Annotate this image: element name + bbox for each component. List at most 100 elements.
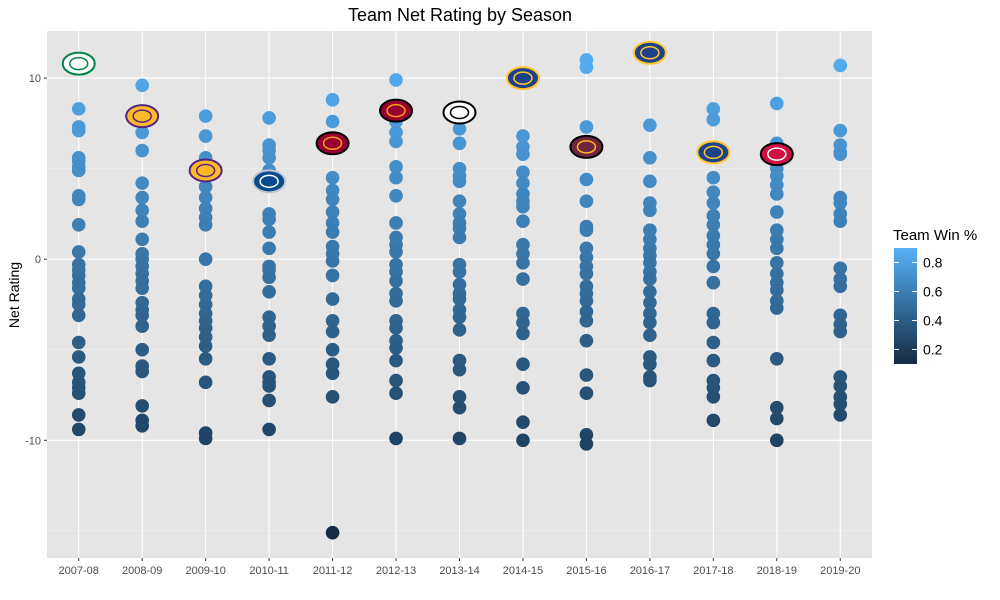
data-point (135, 232, 149, 247)
chart-title: Team Net Rating by Season (348, 5, 572, 25)
data-point (452, 230, 467, 245)
team-logo-gsw (632, 40, 667, 65)
x-tick-label: 2013-14 (439, 565, 479, 577)
data-point (516, 214, 530, 228)
x-tick-label: 2009-10 (185, 565, 225, 577)
data-point (579, 194, 594, 209)
x-tick-label: 2008-09 (122, 565, 162, 577)
data-point (325, 342, 340, 357)
data-point (643, 150, 657, 165)
data-point (71, 245, 86, 259)
y-axis-label: Net Rating (6, 262, 22, 328)
data-point (389, 170, 403, 185)
data-point (198, 129, 213, 143)
data-point (325, 324, 340, 339)
data-point (706, 112, 721, 127)
data-point (135, 125, 149, 140)
data-point (325, 525, 340, 540)
data-point (579, 294, 594, 308)
data-point (198, 252, 213, 266)
data-point (135, 319, 149, 333)
data-point (770, 351, 784, 366)
data-point (643, 328, 657, 343)
data-point (516, 147, 530, 161)
data-point (262, 284, 276, 299)
data-point (770, 256, 784, 270)
data-point (325, 268, 340, 283)
data-point (389, 134, 403, 149)
data-point (579, 266, 594, 281)
x-tick-label: 2014-15 (503, 565, 543, 577)
data-point (516, 433, 530, 448)
data-point (262, 212, 276, 227)
legend-tick-label: 0.2 (923, 342, 943, 358)
data-point (770, 301, 784, 315)
legend-tick-label: 0.8 (923, 255, 943, 271)
data-point (262, 393, 276, 408)
x-tick-label: 2011-12 (313, 565, 353, 577)
data-point (325, 225, 340, 239)
data-point (452, 174, 467, 189)
data-point (71, 350, 86, 364)
data-point (71, 217, 86, 232)
team-logos (61, 40, 794, 194)
data-point (833, 123, 848, 138)
data-point (71, 408, 86, 422)
data-point (198, 375, 213, 390)
legend-tick-label: 0.6 (923, 284, 943, 300)
data-point (579, 172, 594, 187)
color-legend: Team Win % 0.2 0.4 0.6 0.8 (893, 227, 977, 364)
data-point (643, 174, 657, 189)
data-point (198, 190, 213, 205)
data-point (262, 270, 276, 285)
x-tick-label: 2017-18 (693, 565, 733, 577)
data-points (71, 53, 848, 540)
team-logo-gsw (696, 140, 731, 165)
data-point (643, 315, 657, 330)
data-point (452, 323, 467, 337)
data-point (71, 308, 86, 323)
data-point (325, 254, 340, 268)
data-point (452, 390, 467, 404)
x-tick-label: 2012-13 (376, 565, 416, 577)
data-point (325, 114, 340, 129)
x-tick-label: 2007-08 (59, 565, 99, 577)
team-logo-lal (125, 104, 160, 129)
data-point (325, 292, 340, 306)
data-point (833, 58, 848, 73)
data-point (452, 121, 467, 136)
data-point (135, 203, 149, 218)
team-logo-cle (569, 134, 604, 159)
data-point (643, 373, 657, 388)
data-point (516, 199, 530, 214)
data-point (643, 203, 657, 218)
data-point (135, 399, 149, 413)
data-point (389, 294, 403, 308)
data-point (198, 339, 213, 353)
data-point (706, 315, 721, 330)
data-point (516, 380, 530, 395)
team-logo-tor (759, 142, 794, 167)
data-point (389, 353, 403, 368)
data-point (389, 274, 403, 288)
data-point (706, 259, 721, 274)
data-point (71, 123, 86, 138)
data-point (452, 362, 467, 377)
x-axis: 2007-08 2008-09 2009-10 2010-11 2011-12 2012-… (59, 558, 860, 577)
data-point (706, 102, 721, 116)
data-point (389, 189, 403, 203)
data-point (452, 431, 467, 446)
data-point (262, 379, 276, 393)
data-point (135, 143, 149, 158)
team-logo-lal (188, 158, 223, 183)
data-point (325, 390, 340, 404)
y-tick-label: -10 (25, 435, 41, 447)
data-point (770, 411, 784, 426)
data-point (71, 192, 86, 207)
data-point (770, 433, 784, 448)
data-point (770, 283, 784, 297)
data-point (579, 120, 594, 134)
data-point (833, 279, 848, 294)
data-point (389, 373, 403, 388)
data-point (325, 366, 340, 381)
